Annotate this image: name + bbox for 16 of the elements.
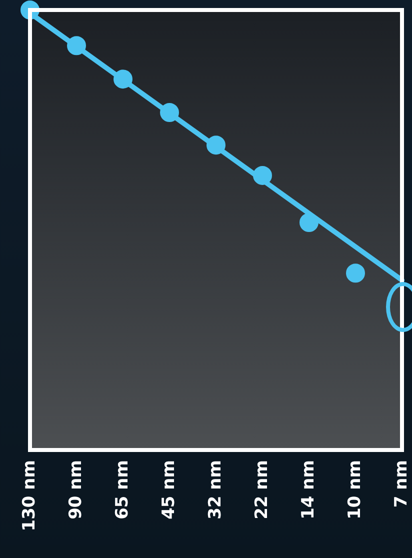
point — [253, 166, 272, 185]
x-tick-label: 32 nm — [205, 460, 226, 520]
point — [300, 213, 318, 232]
x-tick-label: 45 nm — [158, 460, 179, 520]
x-tick-label: 10 nm — [344, 460, 365, 520]
x-tick-label: 65 nm — [112, 460, 132, 520]
point — [114, 70, 132, 89]
point — [67, 36, 86, 56]
x-tick-label: 90 nm — [66, 460, 86, 520]
x-tick-label: 7 nm — [391, 460, 412, 508]
x-tick-label: 14 nm — [298, 460, 318, 520]
x-tick-label: 22 nm — [252, 460, 272, 520]
point — [160, 103, 179, 122]
point — [206, 136, 226, 155]
point — [346, 264, 365, 283]
x-tick-label: 130 nm — [19, 460, 40, 532]
